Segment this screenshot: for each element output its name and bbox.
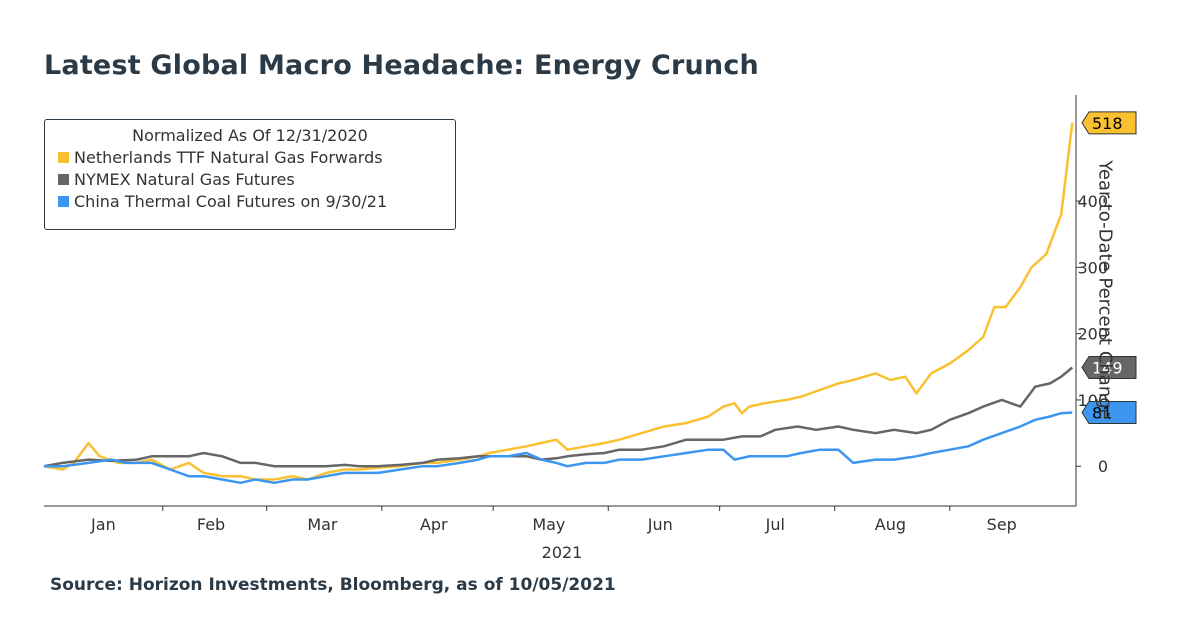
series-line	[43, 122, 1074, 481]
legend-swatch	[58, 152, 69, 163]
y-tick-label: 200	[1077, 325, 1108, 344]
legend-label: NYMEX Natural Gas Futures	[74, 170, 295, 189]
legend-label: Netherlands TTF Natural Gas Forwards	[74, 148, 383, 167]
end-labels: 518 149 81	[1081, 111, 1137, 425]
series-line	[44, 411, 1073, 485]
x-tick-label: Jul	[765, 515, 785, 534]
series-lines	[43, 122, 1074, 485]
end-label-tag	[1081, 355, 1137, 379]
x-tick-label: Apr	[420, 515, 448, 534]
end-label-text: 149	[1092, 358, 1123, 377]
y-tick-label: 0	[1098, 457, 1108, 476]
x-axis-label: 2021	[542, 543, 583, 562]
tick-labels: Jan Feb Mar Apr May Jun Jul Aug Sep2021010020030…	[90, 192, 1108, 562]
chart-legend: Normalized As Of 12/31/2020 Netherlands …	[44, 119, 456, 230]
x-tick-label: Jan	[90, 515, 116, 534]
series-line	[43, 366, 1074, 468]
legend-label: China Thermal Coal Futures on 9/30/21	[74, 192, 388, 211]
y-tick-label: 400	[1077, 192, 1108, 211]
legend-title: Normalized As Of 12/31/2020	[132, 126, 368, 145]
x-tick-label: Jun	[647, 515, 673, 534]
x-tick-label: Sep	[987, 515, 1017, 534]
legend-swatch	[58, 174, 69, 185]
end-label-text: 81	[1092, 404, 1112, 423]
x-tick-label: May	[532, 515, 565, 534]
x-tick-label: Feb	[197, 515, 225, 534]
legend-item-ttf: Netherlands TTF Natural Gas Forwards	[58, 148, 455, 167]
x-tick-label: Aug	[875, 515, 906, 534]
end-label-tag	[1081, 111, 1137, 135]
end-label-tag	[1081, 401, 1137, 425]
y-axis-title: Year-to-Date Percent Change	[1094, 160, 1116, 420]
y-tick-label: 300	[1077, 258, 1108, 277]
end-label-text: 518	[1092, 114, 1123, 133]
legend-item-nymex: NYMEX Natural Gas Futures	[58, 170, 455, 189]
legend-swatch	[58, 196, 69, 207]
axes	[44, 95, 1081, 511]
x-tick-label: Mar	[307, 515, 338, 534]
legend-item-coal: China Thermal Coal Futures on 9/30/21	[58, 192, 455, 211]
source-note: Source: Horizon Investments, Bloomberg, …	[50, 575, 616, 595]
chart-title: Latest Global Macro Headache: Energy Cru…	[44, 50, 759, 81]
